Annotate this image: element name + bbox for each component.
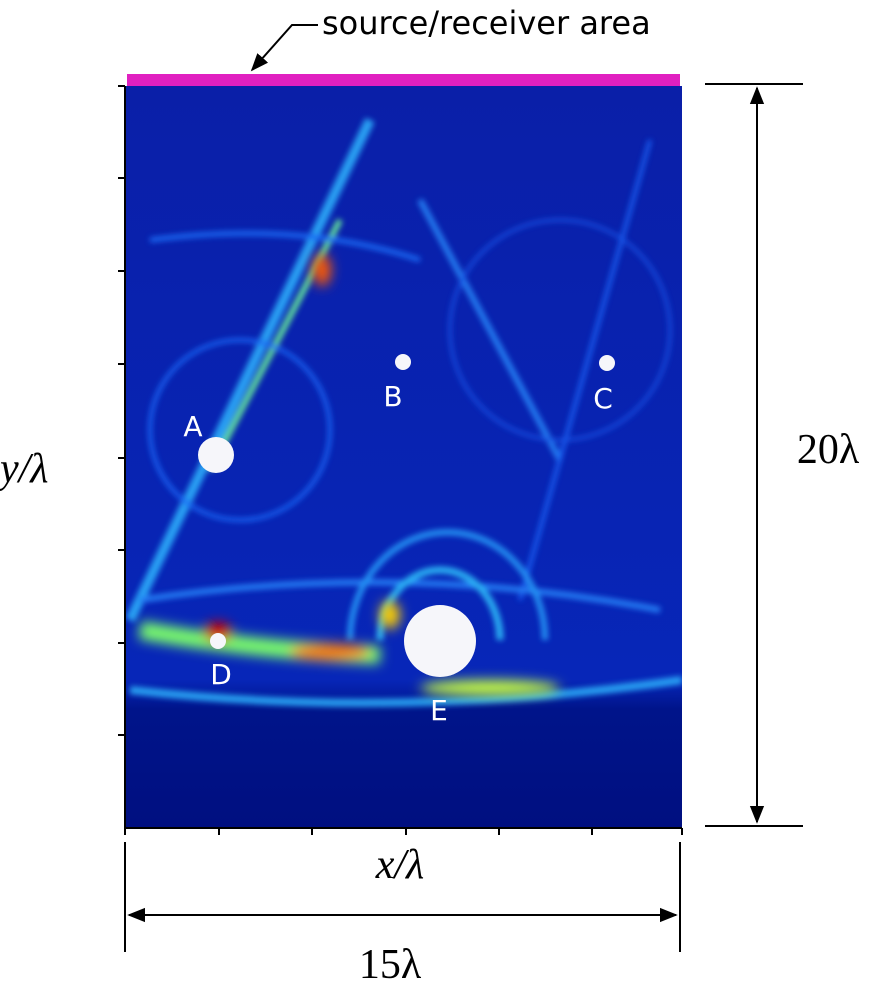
point-label: C (593, 382, 613, 415)
source-receiver-area (127, 74, 680, 86)
point-label: E (430, 694, 448, 727)
point-label: D (210, 658, 232, 691)
height-dimension: 20λ (797, 427, 860, 473)
y-axis-label: y/λ (0, 446, 49, 492)
annotation-arrow (250, 24, 318, 72)
width-dimension: 15λ (359, 942, 422, 984)
point-label: B (383, 380, 402, 413)
dimension-lines (124, 83, 803, 952)
ticks (118, 85, 683, 835)
point-label: A (183, 410, 202, 443)
x-axis-label: x/λ (375, 842, 425, 888)
annotation: source/receiver area (322, 4, 651, 42)
scatterers (198, 354, 615, 677)
